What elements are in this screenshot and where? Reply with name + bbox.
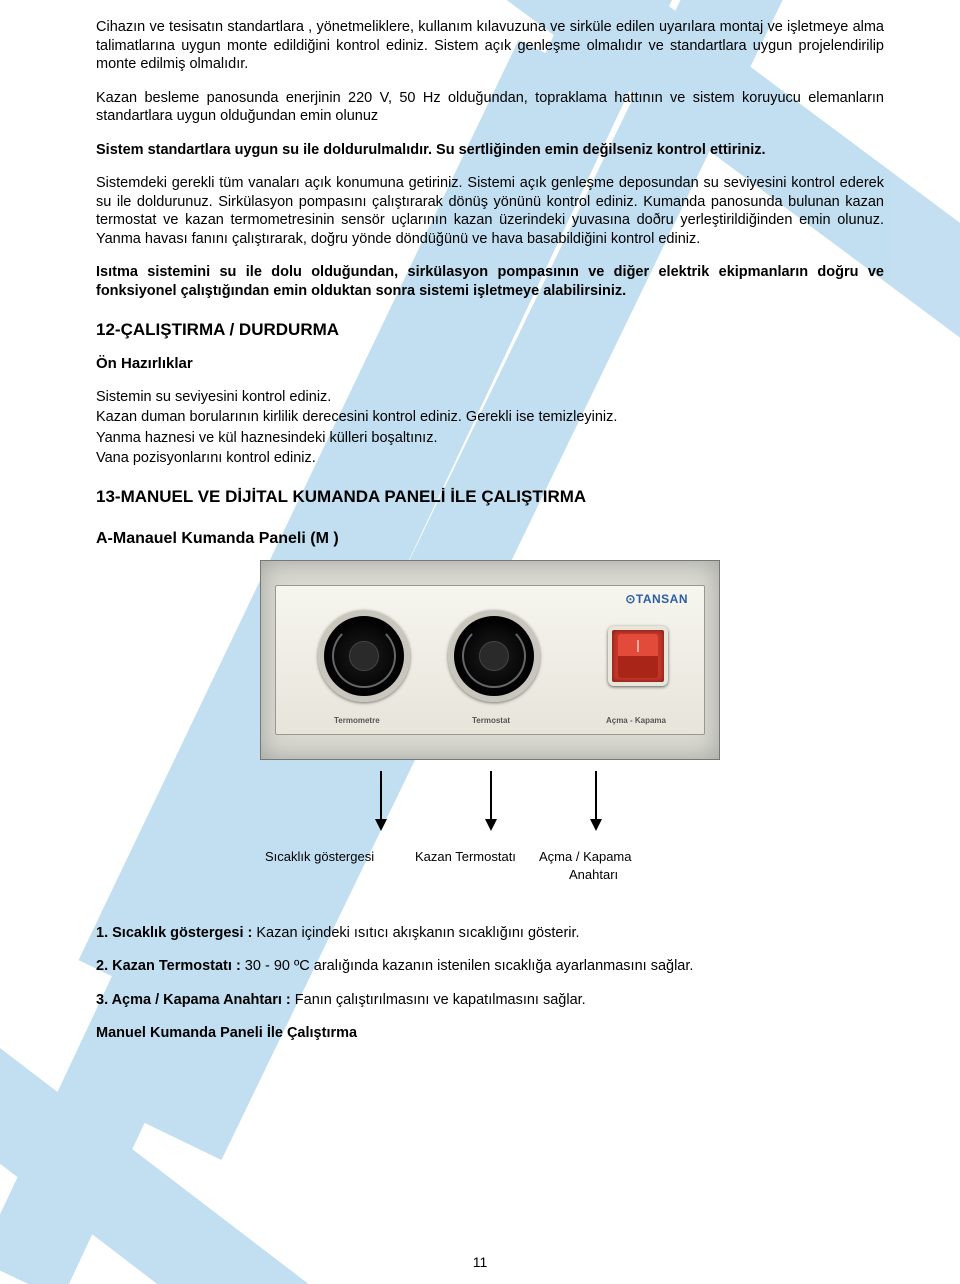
paragraph-1: Cihazın ve tesisatın standartlara , yöne… (96, 18, 884, 74)
list-item-1-text: Kazan içindeki ısıtıcı akışkanın sıcaklı… (252, 925, 579, 941)
panel-label-thermometer: Termometre (334, 716, 380, 726)
panel-brand: ⊙TANSAN (625, 592, 688, 607)
list-item-3-text: Fanın çalıştırılmasını ve kapatılmasını … (291, 992, 586, 1008)
arrow-1 (380, 771, 382, 829)
list-item-1-title: 1. Sıcaklık göstergesi : (96, 925, 252, 941)
list-item-2: 2. Kazan Termostatı : 30 - 90 ºC aralığı… (96, 957, 884, 976)
paragraph-3: Sistem standartlara uygun su ile dolduru… (96, 141, 884, 160)
list-item-3-title: 3. Açma / Kapama Anahtarı : (96, 992, 291, 1008)
prep-line-3: Yanma haznesi ve kül haznesindeki küller… (96, 429, 884, 448)
arrow-label-3: Açma / Kapama (539, 849, 632, 866)
thermostat-gauge (448, 610, 540, 702)
page-content: Cihazın ve tesisatın standartlara , yöne… (0, 0, 960, 1043)
list-item-2-text: 30 - 90 ºC aralığında kazanın istenilen … (241, 958, 694, 974)
list-item-2-title: 2. Kazan Termostatı : (96, 958, 241, 974)
heading-a: A-Manauel Kumanda Paneli (M ) (96, 529, 884, 549)
arrow-3 (595, 771, 597, 829)
power-switch (608, 626, 668, 686)
panel-face: ⊙TANSAN Termometre Termostat Açma - Kapa… (275, 585, 705, 735)
thermometer-gauge (318, 610, 410, 702)
prep-line-2: Kazan duman borularının kirlilik dereces… (96, 408, 884, 427)
arrow-label-4: Anahtarı (569, 867, 618, 884)
panel-label-thermostat: Termostat (472, 716, 510, 726)
heading-prep: Ön Hazırlıklar (96, 354, 884, 373)
list-item-3: 3. Açma / Kapama Anahtarı : Fanın çalışt… (96, 991, 884, 1010)
paragraph-4: Sistemdeki gerekli tüm vanaları açık kon… (96, 174, 884, 248)
heading-12: 12-ÇALIŞTIRMA / DURDURMA (96, 319, 884, 341)
arrow-label-1: Sıcaklık göstergesi (265, 849, 374, 866)
heading-13: 13-MANUEL VE DİJİTAL KUMANDA PANELİ İLE … (96, 486, 884, 508)
panel-label-switch: Açma - Kapama (606, 716, 666, 726)
prep-line-4: Vana pozisyonlarını kontrol ediniz. (96, 449, 884, 468)
arrows-row (96, 771, 884, 847)
list-footer: Manuel Kumanda Paneli İle Çalıştırma (96, 1024, 884, 1043)
control-panel-photo: ⊙TANSAN Termometre Termostat Açma - Kapa… (260, 560, 720, 760)
arrow-labels: Sıcaklık göstergesi Kazan Termostatı Açm… (96, 849, 884, 894)
numbered-list: 1. Sıcaklık göstergesi : Kazan içindeki … (96, 924, 884, 1043)
panel-image-wrap: ⊙TANSAN Termometre Termostat Açma - Kapa… (96, 560, 884, 766)
arrow-2 (490, 771, 492, 829)
list-item-1: 1. Sıcaklık göstergesi : Kazan içindeki … (96, 924, 884, 943)
prep-line-1: Sistemin su seviyesini kontrol ediniz. (96, 388, 884, 407)
paragraph-5: Isıtma sistemini su ile dolu olduğundan,… (96, 263, 884, 300)
page-number: 11 (0, 1254, 960, 1270)
paragraph-2: Kazan besleme panosunda enerjinin 220 V,… (96, 89, 884, 126)
arrow-label-2: Kazan Termostatı (415, 849, 516, 866)
